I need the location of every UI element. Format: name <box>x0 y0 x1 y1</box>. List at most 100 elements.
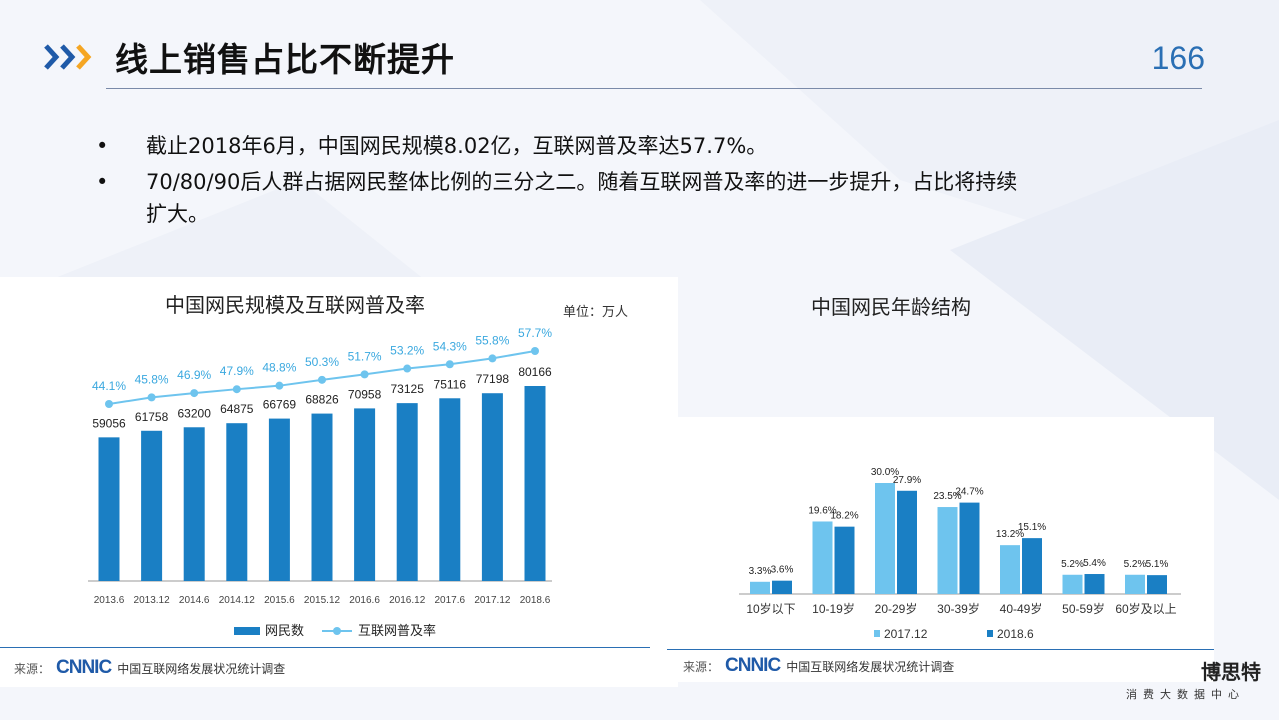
bar-2018-6 <box>959 502 980 594</box>
bar-value-label: 3.6% <box>771 565 794 576</box>
bar-value-label: 77198 <box>476 372 510 386</box>
source-divider <box>0 647 650 648</box>
line-value-label: 50.3% <box>305 355 339 369</box>
source-org: 中国互联网络发展状况统计调查 <box>786 659 955 674</box>
bar-2018-6 <box>897 490 917 594</box>
bar-2017-12 <box>937 507 958 594</box>
x-tick-label: 2016.6 <box>349 595 380 606</box>
bar-2018-6 <box>772 580 792 594</box>
left-chart-title: 中国网民规模及互联网普及率 <box>165 293 425 317</box>
bar-netizens <box>481 393 503 581</box>
x-tick-label: 2013.6 <box>94 595 125 606</box>
line-point <box>275 381 284 390</box>
line-value-label: 46.9% <box>177 368 211 382</box>
bar-2017-12 <box>750 581 770 594</box>
x-tick-label: 10岁以下 <box>746 601 795 616</box>
bar-value-label: 5.4% <box>1083 558 1106 569</box>
header: 线上销售占比不断提升 166 <box>0 0 1279 95</box>
bar-value-label: 5.2% <box>1061 559 1084 570</box>
legend-label: 2017.12 <box>884 627 928 641</box>
line-point <box>488 354 497 363</box>
x-tick-label: 40-49岁 <box>1000 601 1043 616</box>
bar-netizens <box>354 408 376 581</box>
chevron-arrows-icon <box>44 44 92 70</box>
bar-value-label: 23.5% <box>933 491 961 502</box>
bar-value-label: 63200 <box>178 406 212 420</box>
line-value-label: 57.7% <box>518 326 552 340</box>
bar-netizens <box>183 427 205 581</box>
line-value-label: 55.8% <box>475 333 509 347</box>
x-tick-label: 2015.6 <box>264 595 295 606</box>
right-chart-panel: 3.3% 3.6% 10岁以下 19.6% 18.2% 10-19岁 30.0% 27.9% 2… <box>667 417 1214 682</box>
line-value-label: 44.1% <box>92 379 126 393</box>
bar-value-label: 13.2% <box>996 529 1024 540</box>
x-tick-label: 2013.12 <box>134 595 171 606</box>
bar-value-label: 5.2% <box>1124 559 1147 570</box>
x-tick-label: 2018.6 <box>520 595 551 606</box>
brand-subtitle: 消费大数据中心 <box>1126 688 1245 701</box>
line-point <box>105 400 113 408</box>
bar-value-label: 15.1% <box>1018 522 1046 533</box>
line-value-label: 48.8% <box>262 361 296 375</box>
left-chart: 59056 2013.6 61758 2013.12 63200 2014.6 64875 2… <box>88 326 552 638</box>
x-tick-label: 2015.12 <box>304 595 341 606</box>
bullet-text: 截止2018年6月，中国网民规模8.02亿，互联网普及率达57.7%。 <box>146 134 768 158</box>
legend-swatch-point <box>333 627 341 635</box>
x-tick-label: 2016.12 <box>389 595 426 606</box>
x-tick-label: 50-59岁 <box>1062 601 1105 616</box>
line-point <box>232 385 241 394</box>
bar-2018-6 <box>1084 574 1105 594</box>
bar-netizens <box>141 430 163 581</box>
bar-netizens <box>226 423 248 581</box>
legend-label: 互联网普及率 <box>358 623 436 638</box>
bar-value-label: 27.9% <box>893 475 921 486</box>
right-chart-title: 中国网民年龄结构 <box>811 295 971 319</box>
legend-swatch-2017-12 <box>874 630 880 637</box>
bar-2018-6 <box>1022 538 1042 594</box>
bar-2018-6 <box>1147 575 1167 594</box>
bar-value-label: 73125 <box>391 382 425 396</box>
line-point <box>445 360 454 369</box>
line-point <box>147 393 156 402</box>
line-value-label: 51.7% <box>348 349 382 363</box>
bar-value-label: 64875 <box>220 402 254 416</box>
unit-label: 单位：万人 <box>563 305 629 320</box>
x-tick-label: 20-29岁 <box>875 601 918 616</box>
bar-2017-12 <box>875 483 895 594</box>
bar-2017-12 <box>1125 574 1145 594</box>
line-point <box>190 389 199 398</box>
legend-label: 2018.6 <box>997 627 1034 641</box>
cnnic-logo: CNNIC <box>56 657 112 678</box>
bar-value-label: 59056 <box>92 416 126 430</box>
line-value-label: 53.2% <box>390 344 424 358</box>
bar-value-label: 80166 <box>518 365 552 379</box>
left-chart-panel: 中国网民规模及互联网普及率 单位：万人 59056 2013.6 61758 2013… <box>0 277 678 687</box>
bar-value-label: 19.6% <box>808 505 836 516</box>
bar-netizens <box>311 413 333 581</box>
bar-value-label: 68826 <box>305 393 339 407</box>
line-value-label: 45.8% <box>135 372 169 386</box>
brand-name: 博思特 <box>1201 660 1261 684</box>
bar-value-label: 75116 <box>434 377 467 391</box>
x-tick-label: 10-19岁 <box>812 601 855 616</box>
line-point <box>403 364 412 373</box>
bullet-list: • 截止2018年6月，中国网民规模8.02亿，互联网普及率达57.7%。 • … <box>96 130 1036 234</box>
line-point <box>360 370 369 379</box>
bar-netizens <box>524 386 546 581</box>
left-source: 来源： CNNIC 中国互联网络发展状况统计调查 <box>14 657 285 679</box>
bar-netizens <box>268 418 290 581</box>
bar-2017-12 <box>1062 574 1083 594</box>
line-point <box>318 375 326 384</box>
bar-2017-12 <box>1000 545 1020 594</box>
bullet-item: • 70/80/90后人群占据网民整体比例的三分之二。随着互联网普及率的进一步提… <box>96 166 1036 230</box>
right-chart: 3.3% 3.6% 10岁以下 19.6%18.2% 10-19岁 30.0%27.9% 2… <box>739 467 1181 641</box>
bar-value-label: 70958 <box>348 387 382 401</box>
source-label: 来源： <box>14 661 51 676</box>
x-tick-label: 2014.6 <box>179 595 210 606</box>
right-source: 来源： CNNIC 中国互联网络发展状况统计调查 <box>683 655 954 677</box>
page-number: 166 <box>1151 40 1205 76</box>
source-label: 来源： <box>683 659 720 674</box>
x-tick-label: 60岁及以上 <box>1115 601 1176 616</box>
title-divider <box>106 88 1202 89</box>
line-value-label: 47.9% <box>220 364 254 378</box>
